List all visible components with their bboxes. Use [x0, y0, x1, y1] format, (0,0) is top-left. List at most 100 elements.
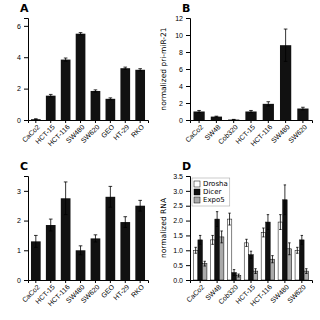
- y-tick-label: 2.0: [173, 217, 183, 224]
- error-cap: [284, 29, 288, 30]
- x-tick-label: SW620: [80, 283, 101, 304]
- error-line: [267, 215, 268, 230]
- error-bar: [279, 215, 281, 230]
- error-bar: [254, 269, 256, 274]
- legend-item: Dicer: [194, 188, 221, 196]
- error-cap: [284, 61, 288, 62]
- y-tick-label: 12: [175, 15, 183, 22]
- error-line: [204, 261, 205, 266]
- error-line: [65, 58, 66, 61]
- bar: [244, 243, 249, 280]
- error-cap: [34, 119, 38, 120]
- y-tick: 0.5: [173, 262, 190, 269]
- error-cap: [138, 68, 142, 69]
- error-cap: [123, 69, 127, 70]
- error-cap: [232, 119, 236, 120]
- y-tick-mark: [186, 206, 190, 207]
- error-line: [284, 185, 285, 215]
- y-tick-label: 6: [17, 23, 21, 30]
- legend-label: Dicer: [203, 188, 221, 196]
- y-tick-mark: [186, 176, 190, 177]
- error-bar: [301, 107, 305, 110]
- error-cap: [262, 236, 264, 237]
- y-axis: 0246: [17, 19, 28, 124]
- error-cap: [228, 213, 230, 214]
- error-bar: [211, 235, 213, 244]
- error-line: [195, 247, 196, 253]
- y-tick: 0: [17, 117, 28, 124]
- error-cap: [138, 70, 142, 71]
- error-line: [125, 217, 126, 228]
- x-tick-label: HCT-116: [249, 283, 273, 307]
- error-bar: [64, 182, 68, 215]
- error-bar: [232, 119, 236, 120]
- error-bar: [305, 269, 307, 274]
- error-cap: [79, 34, 83, 35]
- error-line: [35, 235, 36, 247]
- error-bar: [215, 116, 219, 118]
- error-cap: [94, 241, 98, 242]
- error-cap: [199, 235, 201, 236]
- error-cap: [94, 89, 98, 90]
- error-cap: [237, 274, 239, 275]
- x-tick: RKO: [130, 120, 146, 139]
- error-cap: [301, 109, 305, 110]
- x-tick-label: SW620: [80, 123, 101, 144]
- bar: [295, 250, 300, 280]
- bar: [263, 104, 274, 120]
- bar: [91, 91, 101, 120]
- bar: [76, 250, 86, 280]
- error-line: [110, 186, 111, 207]
- error-cap: [301, 244, 303, 245]
- y-tick-mark: [24, 221, 28, 222]
- error-cap: [64, 214, 68, 215]
- panel: 0.00.51.01.52.02.53.03.5CaCo2SW48Cob320H…: [159, 160, 313, 308]
- x-tick-label: HCT-116: [249, 123, 273, 147]
- y-tick-mark: [24, 250, 28, 251]
- error-bar: [197, 110, 201, 112]
- y-tick-label: 10: [175, 32, 183, 39]
- x-tick-label: RKO: [130, 123, 146, 139]
- axis-line: [29, 281, 149, 284]
- error-cap: [250, 251, 252, 252]
- x-tick: HCT-116: [249, 280, 273, 308]
- bar: [297, 109, 308, 120]
- error-line: [238, 274, 239, 277]
- panel-title: A: [20, 2, 29, 15]
- error-cap: [288, 254, 290, 255]
- plot-area: [31, 33, 145, 120]
- error-cap: [220, 230, 222, 231]
- error-bar: [249, 110, 253, 112]
- y-tick-mark: [186, 35, 190, 36]
- y-tick-label: 6: [179, 66, 183, 73]
- x-tick: HT-29: [112, 280, 131, 302]
- x-tick: SW620: [80, 120, 101, 144]
- bar: [76, 34, 86, 120]
- y-tick-label: 3.5: [173, 173, 183, 180]
- y-axis-label: normalized pri-miR-21: [159, 27, 168, 110]
- error-line: [255, 269, 256, 274]
- x-tick: HCT-116: [249, 120, 273, 148]
- bar: [106, 197, 116, 280]
- error-bar: [220, 231, 222, 243]
- y-tick-mark: [186, 18, 190, 19]
- y-tick: 3: [17, 188, 28, 195]
- y-tick-label: 0: [17, 117, 21, 124]
- x-tick-label: HT-29: [112, 123, 131, 142]
- y-tick: 1: [17, 247, 28, 254]
- x-tick-label: HT-29: [112, 283, 131, 302]
- y-tick-mark: [186, 235, 190, 236]
- bar: [300, 240, 305, 280]
- error-line: [95, 235, 96, 242]
- y-tick-mark: [186, 265, 190, 266]
- y-tick: 0.0: [173, 277, 190, 284]
- error-cap: [49, 230, 53, 231]
- y-tick-mark: [24, 120, 28, 121]
- error-cap: [49, 219, 53, 220]
- y-tick-mark: [24, 26, 28, 27]
- error-cap: [245, 246, 247, 247]
- error-cap: [194, 247, 196, 248]
- error-bar: [109, 98, 113, 100]
- error-bar: [288, 243, 290, 255]
- error-cap: [215, 116, 219, 117]
